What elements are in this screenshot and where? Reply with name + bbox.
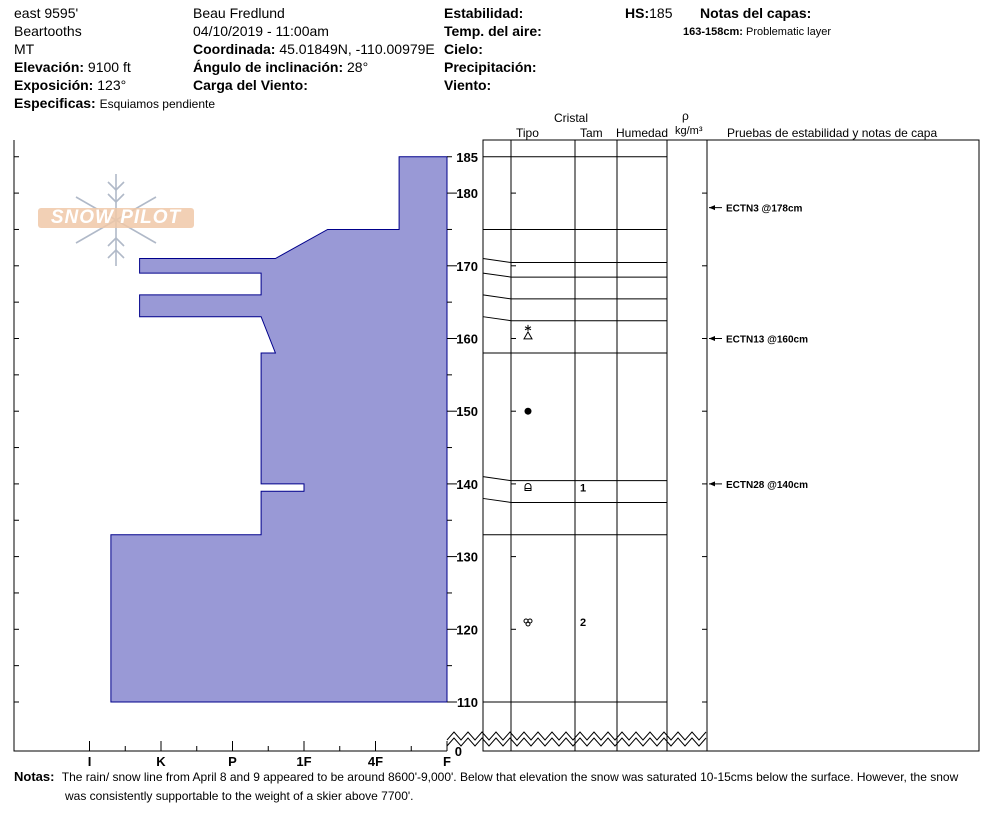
x-tick-label: 4F <box>368 754 383 769</box>
location: east 9595' <box>14 5 79 21</box>
crystal-faceted-rounded-icon <box>524 483 532 492</box>
layer-boundary <box>482 476 667 482</box>
depth-tick-label: 185 <box>456 150 478 165</box>
observer: Beau Fredlund <box>193 5 285 21</box>
air-temp: Temp. del aire: <box>444 23 542 39</box>
mountain-range: Beartooths <box>14 23 82 39</box>
depth-tick-label: 130 <box>456 550 478 565</box>
slope-angle: Ángulo de inclinación: 28° <box>193 59 369 75</box>
depth-tick-label: 0 <box>455 744 462 759</box>
crystal-header: Cristal <box>554 111 589 125</box>
crystal-size-label: 2 <box>580 617 586 629</box>
stability-test-label: ECTN13 @160cm <box>726 335 808 346</box>
crystal-mark <box>524 407 532 415</box>
precipitation: Precipitación: <box>444 59 537 75</box>
aspect: Exposición: 123° <box>14 77 127 93</box>
type-header: Tipo <box>516 126 539 140</box>
stability-test-label: ECTN28 @140cm <box>726 480 808 491</box>
layer-notes-title: Notas del capas: <box>700 5 812 21</box>
layer-boundary <box>482 258 667 264</box>
snowpilot-logo: SNOW PILOT <box>38 170 198 270</box>
snowflake-icon <box>38 174 194 266</box>
density-unit-header: kg/m³ <box>675 125 703 137</box>
wind-load: Carga del Viento: <box>193 77 308 93</box>
layer-boundary <box>482 294 667 300</box>
elevation: Elevación: 9100 ft <box>14 59 131 75</box>
hardness-frame <box>13 140 447 752</box>
test-arrow-head <box>709 481 715 487</box>
state: MT <box>14 41 35 57</box>
layer-boundary <box>482 497 667 503</box>
rho-header: ρ <box>682 109 689 123</box>
depth-tick-label: 140 <box>456 477 478 492</box>
depth-tick-label: 110 <box>457 695 478 710</box>
size-header: Tam <box>580 126 603 140</box>
crystal-mark <box>524 483 532 492</box>
tests-header: Pruebas de estabilidad y notas de capa <box>727 126 938 140</box>
crystal-melt-clusters-icon <box>523 618 533 627</box>
moisture-header: Humedad <box>616 126 669 140</box>
depth-tick-label: 150 <box>456 404 478 419</box>
logo-text: SNOW PILOT <box>50 207 182 228</box>
stability: Estabilidad: <box>444 5 524 21</box>
notes: Notas: The rain/ snow line from April 8 … <box>14 769 959 803</box>
hardness-profile <box>110 156 448 703</box>
test-arrow-head <box>709 205 715 211</box>
layer-note: 163-158cm: Problematic layer <box>683 26 831 38</box>
coordinates: Coordinada: 45.01849N, -110.00979E <box>193 41 435 57</box>
x-tick-label: F <box>443 754 451 769</box>
x-tick-label: I <box>88 754 92 769</box>
notes-line2: was consistently supportable to the weig… <box>65 789 414 803</box>
axis-break <box>446 731 707 741</box>
x-tick-label: 1F <box>296 754 311 769</box>
stability-test-label: ECTN3 @178cm <box>726 204 803 215</box>
notes-line1: The rain/ snow line from April 8 and 9 a… <box>61 770 959 784</box>
crystal-mark <box>524 326 532 331</box>
crystal-mark <box>523 330 533 340</box>
depth-tick-label: 120 <box>456 622 478 637</box>
x-tick-label: K <box>156 754 166 769</box>
snow-height: HS:185 <box>625 5 673 21</box>
crystal-melt-form-icon <box>524 407 532 415</box>
wind: Viento: <box>444 77 492 93</box>
axis-break <box>446 737 707 747</box>
datetime: 04/10/2019 - 11:00am <box>193 23 329 39</box>
depth-tick-label: 160 <box>456 332 478 347</box>
layer-boundary <box>482 272 667 278</box>
test-arrow-head <box>709 336 715 341</box>
crystal-mark <box>525 621 531 627</box>
specifics: Especificas: Esquiamos pendiente <box>14 95 216 111</box>
layer-boundary <box>482 316 667 322</box>
sky: Cielo: <box>444 41 483 57</box>
depth-tick-label: 170 <box>456 259 478 274</box>
depth-tick-label: 180 <box>456 186 478 201</box>
crystal-faceted-precip-icon <box>523 324 533 340</box>
crystal-size-label: 1 <box>580 483 586 495</box>
x-tick-label: P <box>228 754 237 769</box>
layer-table <box>482 139 980 752</box>
